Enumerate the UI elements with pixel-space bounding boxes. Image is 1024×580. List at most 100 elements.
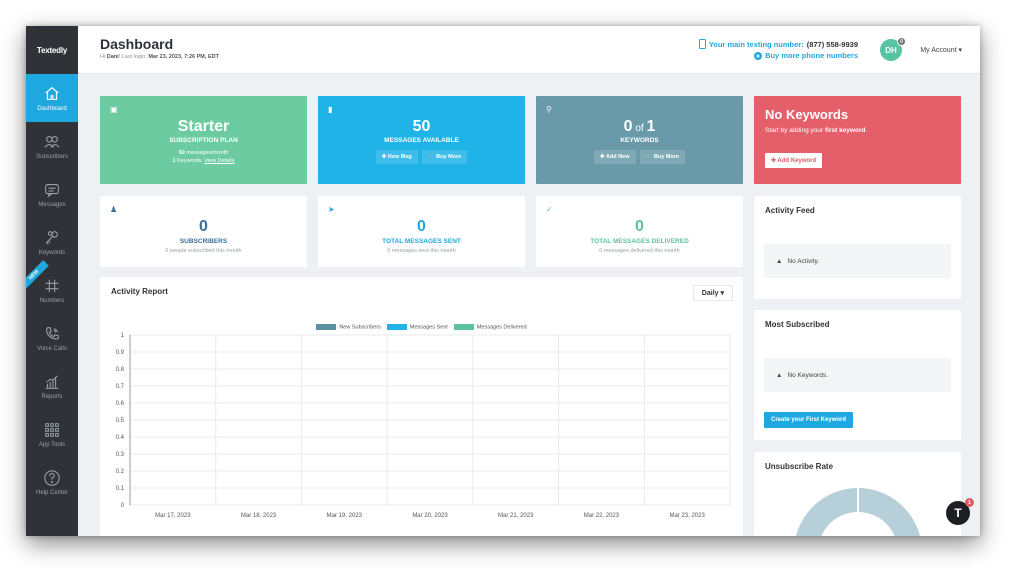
most-subscribed-panel: Most Subscribed ▲ No Keywords. Create you… bbox=[754, 310, 961, 440]
legend-label: Messages Sent bbox=[409, 324, 448, 331]
keywords-total: 1 bbox=[646, 118, 656, 135]
sidebar-item-label: Messages bbox=[38, 201, 66, 208]
most-subscribed-empty-text: No Keywords. bbox=[787, 371, 828, 379]
x-tick-label: Mar 23, 2023 bbox=[669, 513, 705, 519]
chat-badge: 1 bbox=[965, 498, 974, 507]
sidebar-item-reports[interactable]: Reports bbox=[26, 362, 78, 410]
app-window: Textedly Dashboard Subscribers Messages … bbox=[26, 26, 980, 536]
unsubscribe-donut bbox=[796, 488, 920, 536]
add-new-keyword-button[interactable]: ✚ Add New bbox=[594, 150, 636, 164]
subscribers-label: SUBSCRIBERS bbox=[179, 238, 228, 245]
chat-widget-button[interactable]: T 1 bbox=[946, 498, 974, 525]
add-keyword-label: Add Keyword bbox=[777, 158, 817, 164]
view-details-link[interactable]: View Details bbox=[204, 158, 235, 164]
keywords-label: KEYWORDS bbox=[620, 137, 659, 144]
plan-keywords-unit: Keywords. bbox=[175, 158, 205, 164]
y-tick-label: 1 bbox=[121, 333, 125, 339]
no-keywords-sub-pre: Start by adding your bbox=[765, 127, 825, 134]
create-first-keyword-button[interactable]: Create your First Keyword bbox=[764, 412, 854, 428]
plus-icon: ✚ bbox=[600, 154, 606, 160]
buy-more-numbers-link[interactable]: Buy more phone numbers bbox=[754, 51, 858, 60]
greeting-prefix: Hi bbox=[100, 54, 107, 60]
legend-item[interactable]: Messages Sent bbox=[386, 324, 448, 331]
person-icon: ♟ bbox=[110, 205, 118, 214]
y-tick-label: 0.1 bbox=[116, 486, 125, 492]
sidebar-item-app-tools[interactable]: App Tools bbox=[26, 410, 78, 458]
legend-item[interactable]: Messages Delivered bbox=[453, 324, 527, 331]
messages-available-label: MESSAGES AVAILABLE bbox=[384, 137, 459, 144]
unsubscribe-rate-title: Unsubscribe Rate bbox=[765, 462, 834, 471]
plan-messages-unit: messages/month bbox=[184, 150, 229, 156]
sidebar-item-label: Reports bbox=[41, 393, 63, 400]
messages-actions: ✚ New Msg 🛒 Buy More bbox=[318, 150, 525, 164]
plan-keywords-count: 1 bbox=[172, 158, 176, 164]
subscribers-count: 0 bbox=[199, 218, 208, 235]
sidebar-item-label: Subscribers bbox=[36, 153, 68, 160]
hash-icon bbox=[45, 279, 59, 292]
new-msg-button[interactable]: ✚ New Msg bbox=[375, 150, 418, 164]
y-tick-label: 0.2 bbox=[116, 469, 125, 475]
add-keyword-button[interactable]: ✚ Add Keyword bbox=[765, 153, 823, 168]
plus-icon: ✚ bbox=[771, 158, 778, 164]
messages-available-count: 50 bbox=[412, 118, 431, 135]
x-tick-label: Mar 17, 2023 bbox=[155, 513, 191, 519]
sidebar-item-label: App Tools bbox=[38, 441, 66, 448]
greeting-mid: ! Last login: bbox=[118, 54, 149, 60]
keywords-actions: ✚ Add New 🛒 Buy More bbox=[536, 150, 743, 164]
subscription-plan-card: ▣ Starter SUBSCRIPTION PLAN 50 messages/… bbox=[100, 96, 307, 184]
last-login-text: Hi Dani! Last login: Mar 23, 2023, 7:26 … bbox=[100, 54, 219, 60]
sidebar-item-help-center[interactable]: Help Center bbox=[26, 458, 78, 506]
y-tick-label: 0.3 bbox=[116, 452, 125, 458]
cart-icon: 🛒 bbox=[427, 154, 437, 160]
main-number[interactable]: Your main texting number: (877) 558-9939 bbox=[698, 39, 858, 49]
phone-label: Your main texting number: bbox=[708, 39, 804, 49]
sidebar-item-label: Keywords bbox=[38, 249, 66, 256]
sidebar-item-keywords[interactable]: Keywords bbox=[26, 218, 78, 266]
help-icon bbox=[44, 469, 60, 486]
y-tick-label: 0.4 bbox=[116, 435, 125, 441]
sidebar-item-numbers[interactable]: NEW Numbers bbox=[26, 260, 78, 314]
plan-messages-count: 50 bbox=[178, 150, 185, 156]
legend-swatch bbox=[386, 324, 407, 330]
x-tick-label: Mar 19, 2023 bbox=[327, 513, 363, 519]
app-logo[interactable]: Textedly bbox=[36, 45, 68, 55]
legend-label: Messages Delivered bbox=[476, 324, 527, 331]
buy-more-label: Buy more phone numbers bbox=[765, 51, 858, 60]
sidebar-item-subscribers[interactable]: Subscribers bbox=[26, 122, 78, 170]
grid-icon bbox=[45, 422, 59, 437]
avatar-badge: 0 bbox=[897, 37, 906, 46]
sidebar-item-label: Help Center bbox=[35, 489, 68, 496]
avatar[interactable]: DH 0 bbox=[880, 37, 906, 61]
sidebar-item-voice-calls[interactable]: Voice Calls bbox=[26, 314, 78, 362]
no-keywords-subtitle: Start by adding your first keyword. bbox=[765, 127, 867, 134]
activity-feed-panel: Activity Feed ▲ No Activity. bbox=[754, 196, 961, 299]
chevron-down-icon: ▾ bbox=[720, 290, 724, 297]
legend-item[interactable]: New Subscribers bbox=[316, 324, 381, 330]
chat-glyph: T bbox=[954, 506, 962, 520]
buy-more-messages-button[interactable]: 🛒 Buy More bbox=[421, 150, 468, 164]
my-account-menu[interactable]: My Account ▾ bbox=[920, 46, 962, 54]
messages-delivered-label: TOTAL MESSAGES DELIVERED bbox=[590, 238, 689, 245]
plus-circle-icon bbox=[754, 51, 763, 60]
keywords-used: 0 bbox=[623, 118, 633, 135]
sidebar-item-messages[interactable]: Messages bbox=[26, 170, 78, 218]
buy-more-keywords-button[interactable]: 🛒 Buy More bbox=[639, 150, 685, 164]
buy-more-label: Buy More bbox=[653, 154, 679, 160]
mobile-icon bbox=[698, 39, 706, 49]
messages-available-card: ▮ 50 MESSAGES AVAILABLE ✚ New Msg 🛒 Buy … bbox=[318, 96, 525, 184]
sidebar-item-label: Numbers bbox=[39, 297, 65, 304]
new-msg-label: New Msg bbox=[387, 154, 412, 160]
sidebar-item-label: Voice Calls bbox=[37, 345, 67, 352]
no-keywords-sub-post: . bbox=[865, 127, 868, 134]
home-icon bbox=[45, 86, 59, 100]
phone-icon bbox=[46, 326, 59, 339]
subscribers-metric: ♟ 0 SUBSCRIBERS 0 people subscribed this… bbox=[100, 196, 307, 267]
legend-swatch bbox=[453, 324, 474, 330]
most-subscribed-empty: ▲ No Keywords. bbox=[764, 358, 951, 392]
messages-sent-label: TOTAL MESSAGES SENT bbox=[382, 238, 461, 245]
period-select[interactable]: Daily ▾ bbox=[692, 285, 733, 301]
y-tick-label: 0.7 bbox=[116, 384, 125, 390]
sidebar-item-dashboard[interactable]: Dashboard bbox=[26, 74, 78, 122]
messages-sent-count: 0 bbox=[417, 218, 426, 235]
check-icon: ✓ bbox=[546, 205, 553, 214]
